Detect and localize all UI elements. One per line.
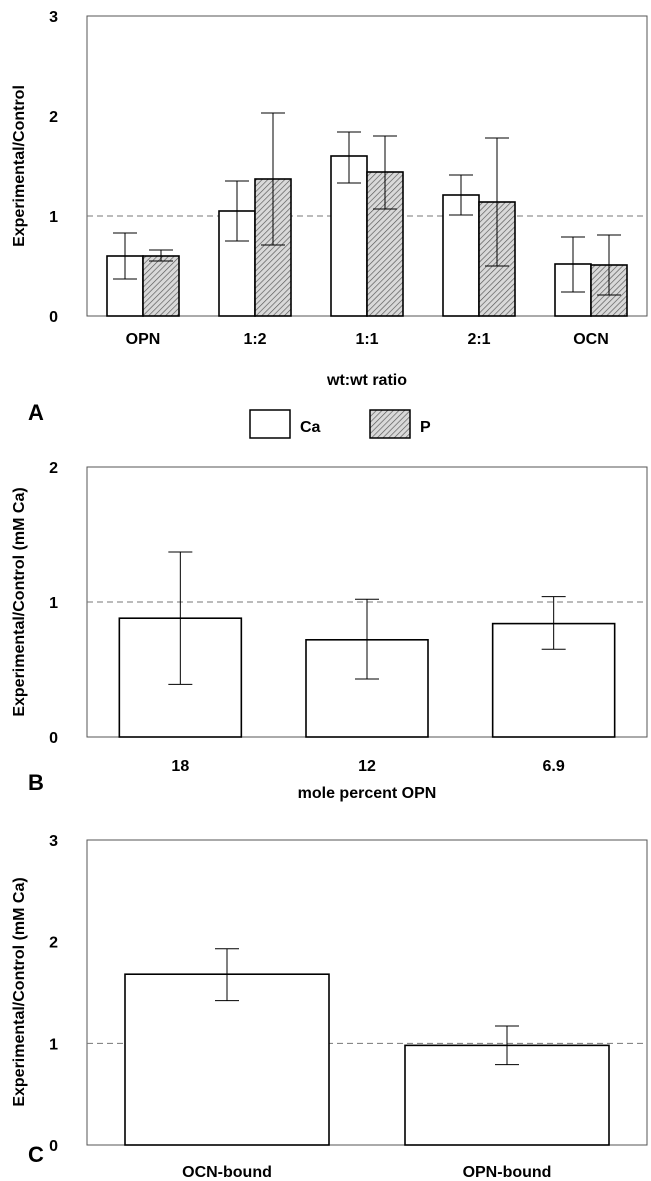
- y-ticks-a: 0 1 2 3: [49, 9, 58, 326]
- x-tick-label: OPN-bound: [463, 1164, 552, 1181]
- x-ticks-c: OCN-bound OPN-bound: [182, 1164, 551, 1181]
- legend-swatch-ca: [249, 409, 291, 439]
- y-ticks-c: 0 1 2 3: [49, 833, 58, 1155]
- y-tick-label: 3: [49, 9, 58, 26]
- y-tick-label: 2: [49, 935, 58, 952]
- panel-label-a: A: [28, 400, 44, 425]
- x-tick-label: 12: [358, 758, 376, 775]
- panel-b: 012 18 12 6.9 Experimental/Control (mM Ca)…: [11, 460, 648, 802]
- x-ticks-b: 18 12 6.9: [171, 758, 564, 775]
- x-axis-label-b: mole percent OPN: [298, 785, 437, 802]
- x-tick-label: 18: [171, 758, 189, 775]
- bar: [142, 255, 180, 317]
- legend: Ca P: [249, 409, 431, 439]
- bars-a: [87, 112, 647, 317]
- x-tick-label: OCN-bound: [182, 1164, 272, 1181]
- x-tick-label: OCN: [573, 331, 609, 348]
- x-tick-label: 1:1: [355, 331, 378, 348]
- y-axis-label-a: Experimental/Control: [11, 85, 28, 247]
- legend-label-p: P: [420, 419, 431, 436]
- y-tick-label: 2: [49, 109, 58, 126]
- y-tick-label: 0: [49, 1138, 58, 1155]
- y-tick-label: 2: [49, 460, 58, 477]
- legend-label-ca: Ca: [300, 419, 321, 436]
- legend-swatch-p: [369, 409, 411, 439]
- y-ticks-b: 0 1 2: [49, 460, 58, 747]
- x-ticks-a: OPN 1:2 1:1 2:1 OCN: [126, 331, 609, 348]
- panel-label-b: B: [28, 770, 44, 795]
- y-tick-label: 1: [49, 595, 58, 612]
- panel-a: 0 1 2 3 OPN 1:2 1:1 2:1 OCN Experimental/Contro…: [11, 9, 648, 439]
- x-tick-label: 1:2: [243, 331, 266, 348]
- y-tick-label: 1: [49, 1036, 58, 1053]
- x-tick-label: 2:1: [467, 331, 490, 348]
- bars-b: [87, 551, 647, 738]
- y-axis-label-c: Experimental/Control (mM Ca): [11, 877, 28, 1106]
- y-tick-label: 1: [49, 209, 58, 226]
- y-tick-label: 0: [49, 309, 58, 326]
- panel-label-c: C: [28, 1142, 44, 1167]
- y-tick-label: 3: [49, 833, 58, 850]
- panel-c: 0 1 2 3 OCN-bound OPN-bound Experimental/Con…: [11, 833, 648, 1181]
- bars-c: [87, 948, 647, 1146]
- y-axis-label-b: Experimental/Control (mM Ca): [11, 487, 28, 716]
- x-axis-label-a: wt:wt ratio: [326, 372, 407, 389]
- x-tick-label: 6.9: [543, 758, 565, 775]
- x-tick-label: OPN: [126, 331, 161, 348]
- y-tick-label: 0: [49, 730, 58, 747]
- plot-frame-c: [86, 839, 648, 1146]
- bar: [124, 973, 330, 1146]
